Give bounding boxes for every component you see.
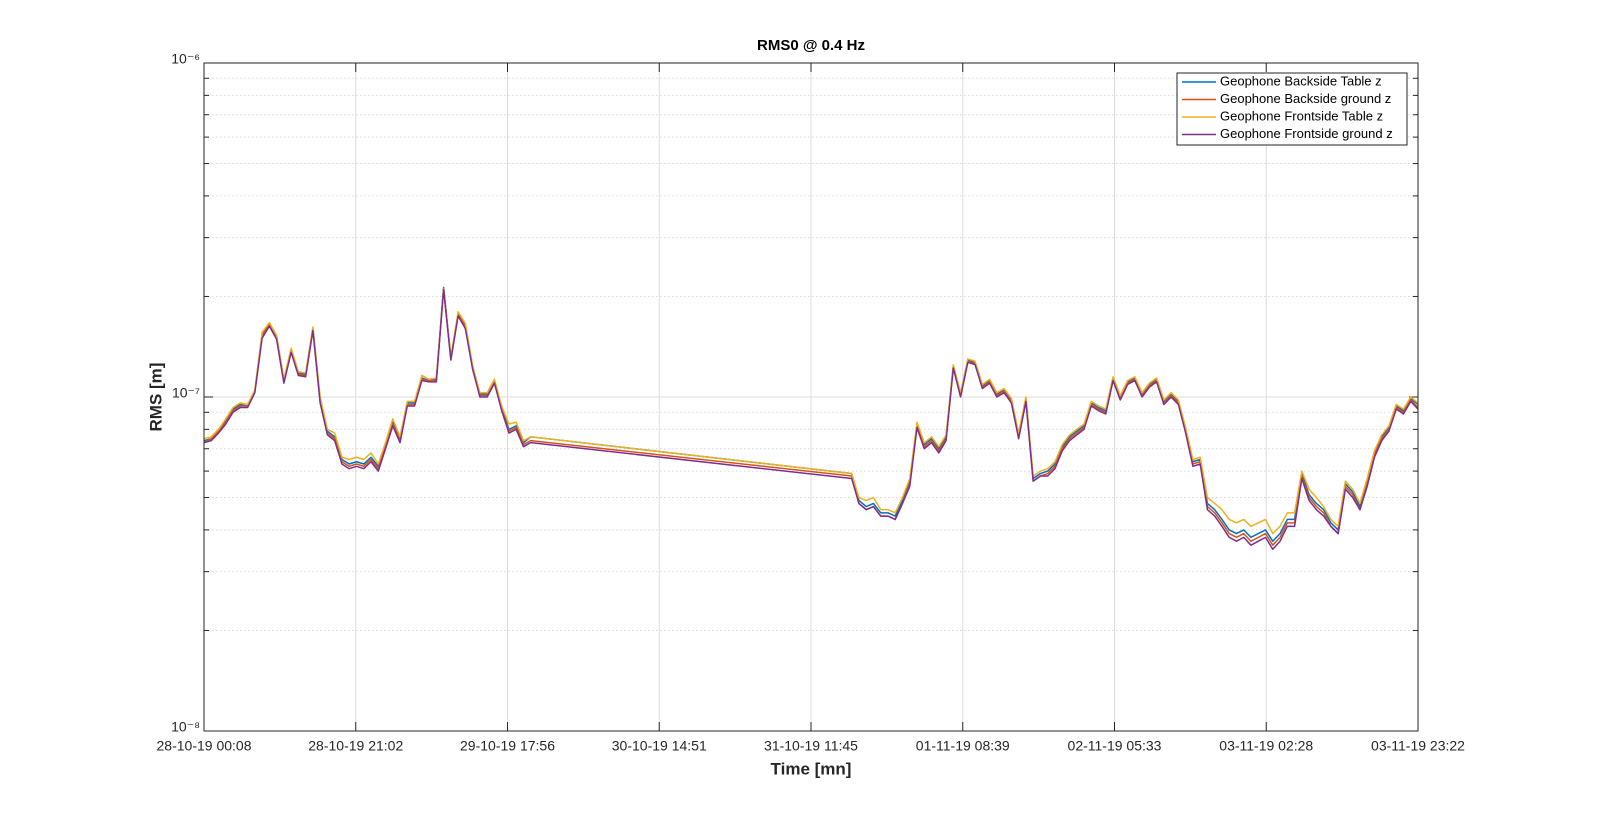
x-tick-label: 02-11-19 05:33 <box>1068 738 1162 754</box>
x-tick-label: 03-11-19 23:22 <box>1371 738 1465 754</box>
x-tick-label: 03-11-19 02:28 <box>1219 738 1313 754</box>
legend-label: Geophone Frontside ground z <box>1220 126 1393 141</box>
x-tick-label: 29-10-19 17:56 <box>460 738 555 754</box>
x-tick-label: 01-11-19 08:39 <box>916 738 1010 754</box>
y-tick-label: 10⁻⁶ <box>171 51 200 67</box>
x-axis-label: Time [mn] <box>771 759 852 778</box>
x-tick-label: 28-10-19 21:02 <box>308 738 403 754</box>
y-tick-label: 10⁻⁷ <box>172 385 200 401</box>
series-line <box>203 287 1419 535</box>
series-line <box>203 288 1419 551</box>
y-axis-label: RMS [m] <box>146 363 165 432</box>
legend-label: Geophone Backside Table z <box>1220 73 1382 88</box>
x-tick-label: 30-10-19 14:51 <box>612 738 707 754</box>
x-tick-label: 31-10-19 11:45 <box>764 738 858 754</box>
x-tick-label: 28-10-19 00:08 <box>157 738 252 754</box>
legend-label: Geophone Backside ground z <box>1220 91 1391 106</box>
legend-box <box>1176 72 1408 146</box>
y-tick-label: 10⁻⁸ <box>171 719 200 735</box>
axes-box <box>203 62 1419 732</box>
chart-title: RMS0 @ 0.4 Hz <box>757 37 865 54</box>
legend: Geophone Backside Table z Geophone Backsi… <box>1176 72 1408 146</box>
legend-label: Geophone Frontside Table z <box>1220 108 1383 123</box>
